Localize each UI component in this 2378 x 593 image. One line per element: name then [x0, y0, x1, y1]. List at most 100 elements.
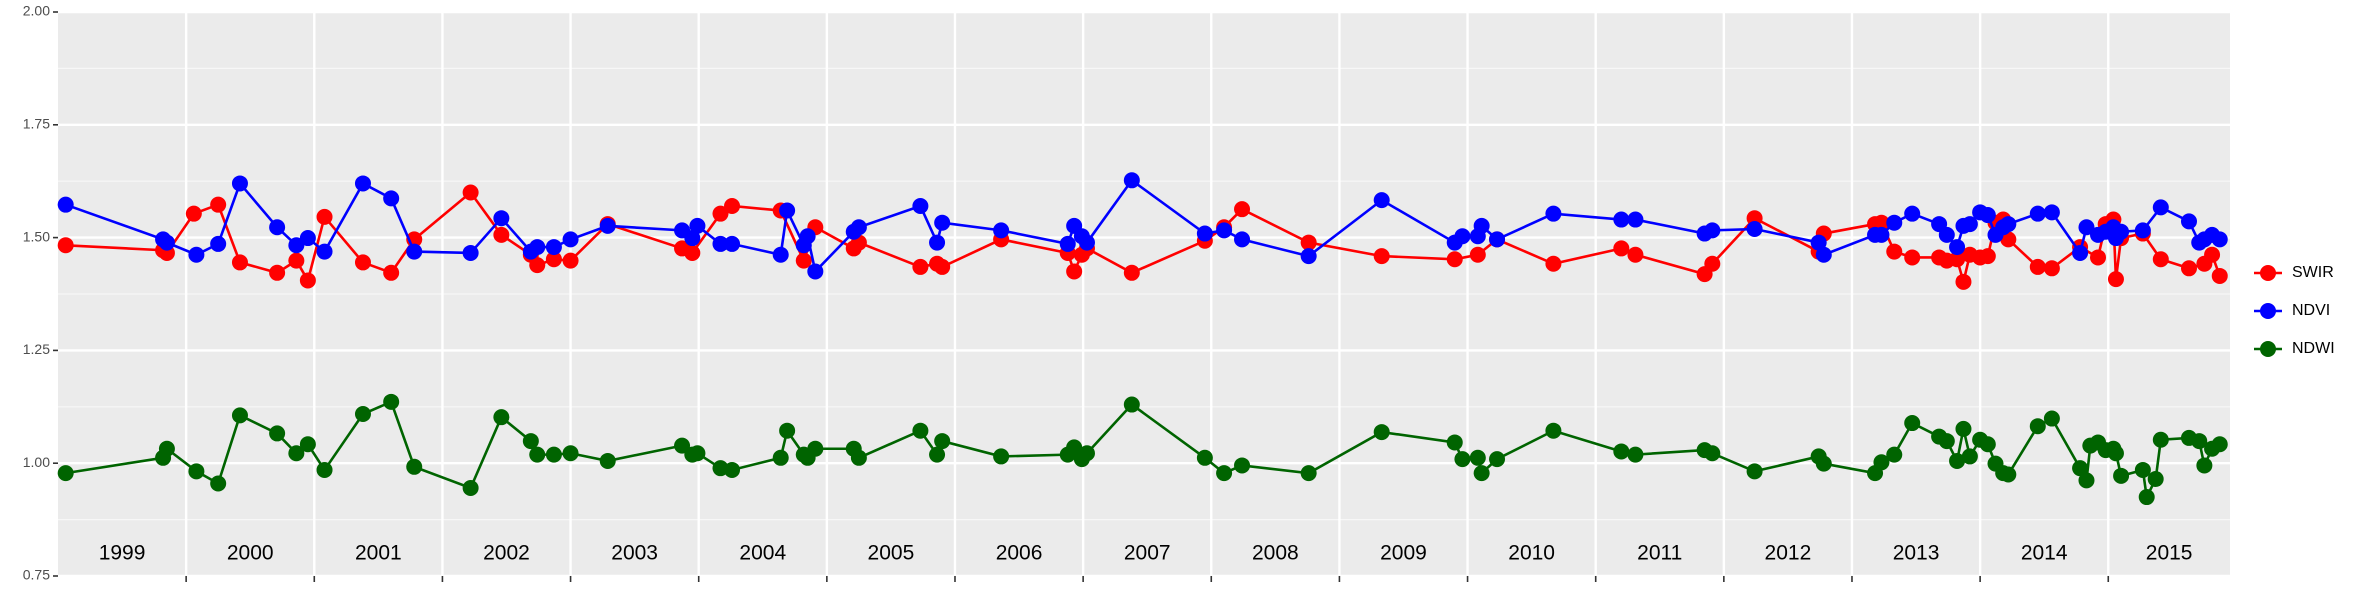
data-point	[2204, 246, 2221, 263]
data-point	[807, 263, 824, 280]
data-point	[2000, 231, 2017, 248]
data-point	[1446, 251, 1463, 268]
data-point	[1059, 235, 1076, 252]
data-point	[1627, 211, 1644, 228]
data-point	[210, 475, 227, 492]
data-point	[562, 231, 579, 248]
data-point	[2180, 213, 2197, 230]
data-point	[2152, 199, 2169, 216]
data-point	[689, 217, 706, 234]
data-point	[1454, 451, 1471, 468]
data-point	[269, 264, 286, 281]
data-point	[2134, 461, 2151, 478]
data-point	[724, 235, 741, 252]
year-label: 2011	[1637, 542, 1682, 565]
data-point	[934, 214, 951, 231]
data-point	[799, 228, 816, 245]
data-point	[231, 175, 248, 192]
data-point	[210, 235, 227, 252]
data-point	[795, 252, 812, 269]
data-point	[1613, 211, 1630, 228]
data-point	[462, 184, 479, 201]
data-point	[316, 243, 333, 260]
data-point	[299, 436, 316, 453]
year-label: 2006	[996, 542, 1043, 565]
data-point	[299, 230, 316, 247]
data-point	[2078, 472, 2095, 489]
data-point	[2107, 445, 2124, 462]
data-point	[912, 198, 929, 215]
data-point	[2152, 431, 2169, 448]
data-point	[545, 239, 562, 256]
data-point	[1300, 248, 1317, 265]
data-point	[462, 244, 479, 261]
data-point	[929, 446, 946, 463]
data-point	[1938, 433, 1955, 450]
data-point	[1704, 445, 1721, 462]
data-point	[185, 205, 202, 222]
data-point	[1613, 240, 1630, 257]
year-label: 2008	[1252, 542, 1299, 565]
data-point	[1454, 228, 1471, 245]
data-point	[2134, 222, 2151, 239]
legend-label: NDVI	[2292, 302, 2330, 319]
data-point	[269, 219, 286, 236]
data-point	[1473, 217, 1490, 234]
legend-key-point	[2260, 303, 2276, 319]
data-point	[1216, 222, 1233, 239]
data-point	[493, 409, 510, 426]
year-label: 2015	[2146, 542, 2193, 565]
data-point	[1746, 221, 1763, 238]
y-tick-label: 1.75	[23, 116, 50, 132]
legend: SWIR NDVI NDWI	[2254, 264, 2335, 357]
year-label: 2001	[355, 542, 402, 565]
data-point	[1446, 434, 1463, 451]
data-point	[316, 461, 333, 478]
data-point	[2029, 205, 2046, 222]
data-point	[2180, 260, 2197, 277]
year-label: 2014	[2021, 542, 2068, 565]
data-point	[779, 202, 796, 219]
year-label: 1999	[99, 542, 146, 565]
data-point	[2113, 223, 2130, 240]
data-point	[1078, 234, 1095, 251]
data-point	[1961, 216, 1978, 233]
data-point	[1979, 207, 1996, 224]
y-tick-label: 0.75	[23, 567, 50, 583]
data-point	[850, 219, 867, 236]
data-point	[1904, 205, 1921, 222]
year-label: 2004	[739, 542, 786, 565]
data-point	[929, 234, 946, 251]
data-point	[779, 422, 796, 439]
year-label: 2003	[611, 542, 658, 565]
data-point	[188, 246, 205, 263]
data-point	[1469, 246, 1486, 263]
data-point	[993, 222, 1010, 239]
data-point	[1545, 205, 1562, 222]
data-point	[1545, 255, 1562, 272]
year-label: 2007	[1124, 542, 1171, 565]
data-point	[912, 258, 929, 275]
data-point	[1078, 445, 1095, 462]
data-point	[188, 463, 205, 480]
data-point	[1066, 263, 1083, 280]
year-label: 2002	[483, 542, 530, 565]
data-point	[1300, 465, 1317, 482]
data-point	[1123, 172, 1140, 189]
year-label: 2013	[1893, 542, 1940, 565]
data-point	[2072, 460, 2089, 477]
data-point	[1216, 465, 1233, 482]
data-point	[934, 258, 951, 275]
data-point	[1373, 192, 1390, 209]
data-point	[724, 198, 741, 215]
data-point	[599, 217, 616, 234]
data-point	[2000, 216, 2017, 233]
data-point	[1810, 234, 1827, 251]
data-point	[1196, 449, 1213, 466]
data-point	[724, 461, 741, 478]
data-point	[383, 190, 400, 207]
data-point	[1949, 239, 1966, 256]
data-point	[545, 446, 562, 463]
data-point	[934, 433, 951, 450]
